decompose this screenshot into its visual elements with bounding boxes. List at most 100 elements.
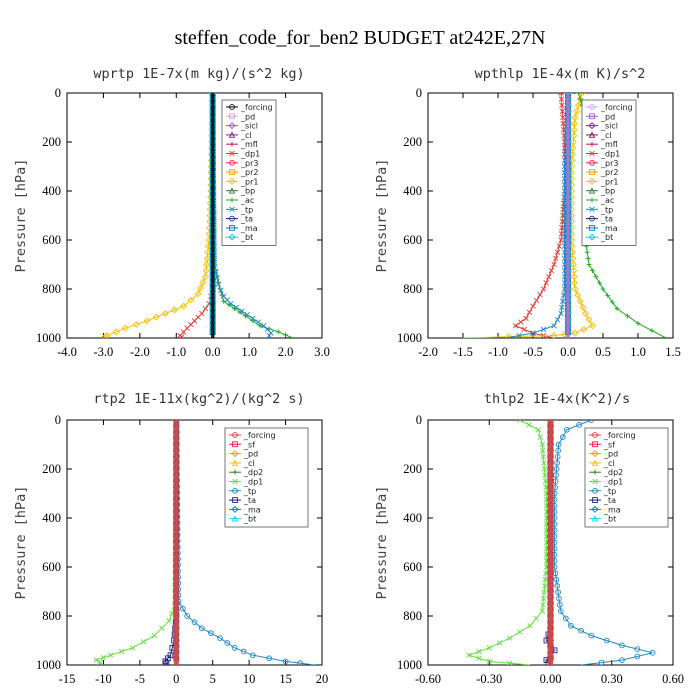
data-point: [540, 595, 547, 602]
legend-label: _pr1: [600, 177, 618, 186]
y-axis-label: Pressure [hPa]: [13, 486, 29, 600]
data-point: [600, 286, 606, 292]
legend-marker: [229, 206, 235, 213]
data-point: [541, 466, 548, 472]
legend-marker: [588, 187, 596, 194]
x-tick-label: -0.30: [476, 672, 502, 686]
legend-label: _bp: [240, 187, 255, 196]
legend-label: _ma: [603, 505, 621, 514]
legend-label: _sicl: [240, 122, 258, 131]
data-point: [266, 655, 273, 662]
data-point: [569, 260, 577, 269]
data-point: [576, 422, 582, 428]
panel-title: thlp2 1E-4x(K^2)/s: [484, 391, 630, 407]
x-tick-label: 0.5: [595, 345, 611, 359]
y-axis-label: Pressure [hPa]: [13, 159, 29, 273]
data-point: [541, 460, 547, 466]
legend-marker: [592, 487, 598, 494]
y-tick-label: 400: [403, 184, 422, 198]
data-point: [197, 284, 205, 292]
data-point: [570, 273, 578, 281]
data-point: [526, 309, 533, 315]
data-point: [537, 291, 543, 298]
data-point: [476, 648, 482, 655]
x-tick-label: -1.0: [166, 345, 186, 359]
series-line-dp1: [514, 93, 565, 338]
x-tick-label: -1.5: [453, 345, 473, 359]
panel-title: wpthlp 1E-4x(m K)/s^2: [475, 66, 646, 82]
data-point: [542, 478, 549, 484]
y-axis-label: Pressure [hPa]: [374, 486, 390, 600]
data-point: [555, 589, 561, 596]
legend-label: _tp: [603, 487, 616, 496]
x-tick-label: -2.0: [130, 345, 150, 359]
data-point: [140, 639, 147, 645]
data-point: [179, 334, 185, 338]
x-tick-label: 5: [210, 672, 216, 686]
data-point: [537, 434, 544, 440]
plot-frame: [427, 92, 674, 339]
legend-marker: [229, 104, 235, 110]
data-point: [521, 326, 527, 333]
data-point: [581, 309, 590, 318]
series-line-dp1: [179, 93, 214, 338]
x-tick-label: -10: [95, 672, 112, 686]
data-point: [540, 602, 546, 608]
y-tick-label: 0: [55, 86, 61, 100]
legend-label: _tp: [240, 205, 253, 214]
y-tick-label: 400: [403, 511, 422, 525]
legend-marker: [229, 197, 235, 203]
panel-title: rtp2 1E-11x(kg^2)/(kg^2 s): [93, 391, 304, 407]
legend-marker: [228, 233, 236, 241]
panel-title: wprtp 1E-7x(m kg)/(s^2 kg): [93, 66, 304, 82]
legend-marker: [589, 141, 595, 147]
y-tick-label: 0: [416, 413, 422, 427]
data-point: [198, 625, 205, 632]
x-tick-label: 0.60: [662, 672, 684, 686]
legend-marker: [229, 159, 235, 166]
legend-label: _cl: [243, 459, 255, 468]
data-point: [588, 420, 595, 423]
data-point: [542, 576, 548, 583]
data-point: [554, 249, 561, 255]
x-tick-label: -0.60: [415, 672, 441, 686]
legend-marker: [592, 497, 598, 503]
data-point: [101, 333, 109, 338]
data-point: [554, 453, 561, 460]
x-tick-label: -2.0: [418, 345, 438, 359]
data-point: [533, 615, 539, 622]
data-point: [476, 655, 482, 661]
data-point: [152, 313, 160, 321]
y-tick-label: 200: [42, 462, 61, 476]
data-point: [550, 332, 558, 338]
data-point: [221, 298, 227, 304]
x-tick-label: 2.0: [278, 345, 294, 359]
x-tick-label: -0.5: [523, 345, 543, 359]
data-point: [570, 126, 578, 134]
series-line-tp: [175, 420, 315, 665]
data-point: [180, 302, 188, 310]
data-point: [541, 589, 547, 595]
series-group: [93, 420, 315, 665]
x-tick-label: 20: [316, 672, 329, 686]
x-tick-label: -1.0: [488, 345, 508, 359]
data-point: [562, 615, 569, 622]
y-tick-label: 800: [403, 282, 422, 296]
data-point: [569, 144, 577, 152]
data-point: [649, 649, 656, 656]
x-tick-label: 15: [279, 672, 292, 686]
data-point: [634, 653, 641, 660]
data-point: [578, 627, 584, 634]
data-point: [559, 108, 566, 115]
legend-label: _mfl: [600, 140, 618, 149]
data-point: [605, 293, 611, 298]
data-point: [548, 267, 555, 274]
legend-label: _bt: [600, 233, 613, 242]
data-point: [559, 434, 566, 441]
legend-label: _tp: [600, 205, 613, 214]
x-tick-label: 0: [173, 672, 179, 686]
data-point: [163, 660, 170, 665]
x-tick-label: 0.00: [540, 672, 562, 686]
legend-marker: [592, 441, 598, 448]
legend-label: _dp1: [243, 478, 263, 487]
